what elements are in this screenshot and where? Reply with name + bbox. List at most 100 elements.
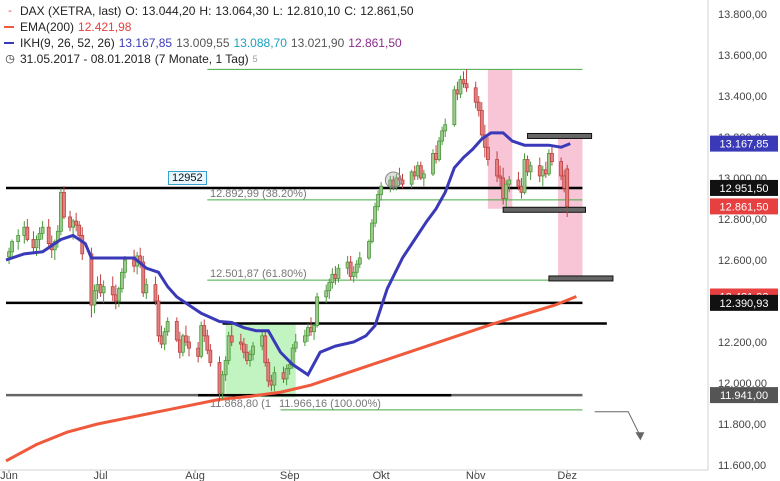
open-value: 13.044,20 — [142, 4, 196, 18]
candle-body — [333, 273, 338, 279]
candle-body — [272, 372, 277, 386]
candle-body — [519, 185, 524, 193]
candle-body — [565, 168, 570, 207]
candle-body — [62, 191, 66, 218]
candle-body — [330, 273, 335, 283]
range-note: (7 Monate, 1 Tag) — [154, 52, 249, 66]
candle-body — [370, 222, 374, 242]
close-label: C: — [344, 4, 357, 18]
candle-body — [77, 224, 82, 236]
candle-body — [162, 331, 167, 345]
legend-symbol[interactable]: DAX (XETRA, last) — [20, 4, 122, 18]
candle-body — [485, 146, 490, 160]
candle-body — [458, 79, 463, 95]
price-tag-label: 12.951,50 — [720, 183, 769, 195]
candle-body — [202, 325, 207, 337]
candle-body — [312, 325, 316, 333]
ikh-value-2: 13.009,55 — [176, 36, 230, 50]
x-tick-label: Dez — [557, 470, 577, 481]
candle-body — [116, 288, 121, 302]
candle-body — [437, 140, 442, 160]
candle-body — [208, 349, 213, 363]
candle-body — [550, 152, 554, 162]
candle-body — [98, 284, 103, 294]
candle-body — [409, 171, 414, 185]
clock-icon: ◷ — [5, 53, 15, 65]
candle-body — [351, 271, 356, 277]
candle-body — [266, 362, 271, 382]
ema-line — [5, 295, 577, 463]
fib-level-label: 12.892,99 (38.20%) — [210, 188, 307, 200]
price-tag — [710, 294, 778, 311]
price-tag-label: 13.167,85 — [720, 139, 769, 151]
candle-body — [315, 296, 320, 326]
fib-level-label: 12.501,87 (61.80%) — [210, 268, 307, 280]
projection-arrow — [594, 411, 641, 437]
candle-body — [245, 351, 249, 361]
date-range: 31.05.2017 - 08.01.2018 — [20, 52, 151, 66]
candle-body — [251, 345, 255, 355]
candle-body — [516, 179, 521, 187]
x-tick-label: Aug — [185, 470, 205, 481]
y-tick-label: 12.800,00 — [718, 214, 767, 226]
candle-body — [412, 171, 417, 177]
candle-body — [25, 226, 30, 240]
candle-body — [281, 372, 286, 380]
candle-body — [159, 335, 164, 345]
price-tag-label: 12.861,50 — [720, 201, 769, 213]
candle-body — [476, 101, 481, 111]
candle-body — [440, 130, 445, 142]
candle-body — [153, 284, 158, 302]
candle-body — [74, 220, 79, 226]
legend-ema-row[interactable]: EMA(200) 12.421,98 — [4, 19, 414, 35]
y-tick-label: 11.800,00 — [718, 419, 766, 431]
candle-body — [95, 284, 100, 292]
price-tag — [710, 179, 778, 196]
y-tick-label: 13.600,00 — [718, 50, 767, 62]
range-stray-char: 5 — [252, 54, 258, 64]
candle-body — [284, 368, 289, 380]
candle-body — [504, 183, 509, 199]
candle-body — [327, 282, 332, 292]
candle-body — [421, 173, 426, 179]
candle-body — [495, 159, 499, 177]
candle-body — [287, 364, 292, 370]
y-tick-label: 12.600,00 — [718, 255, 767, 267]
y-tick-label: 11.600,00 — [718, 460, 766, 472]
x-tick-label: Jun — [0, 470, 18, 481]
ikh-label: IKH(9, 26, 52, 26) — [20, 36, 115, 50]
ikh-value-3: 13.088,70 — [233, 36, 287, 50]
candle-body — [226, 335, 231, 361]
candle-body — [293, 341, 298, 349]
candle-body — [241, 343, 246, 353]
candle-body — [543, 169, 548, 175]
resistance-bar — [502, 206, 586, 213]
candle-body — [156, 300, 161, 337]
candle-body — [482, 134, 487, 148]
ema-swatch-icon — [4, 26, 14, 28]
candle-body — [357, 257, 362, 265]
candle-body — [547, 152, 551, 175]
candle-body — [306, 327, 310, 337]
y-tick-label: 12.000,00 — [718, 378, 767, 390]
chart-legend: ‑ DAX (XETRA, last) O: 13.044,20 H: 13.0… — [4, 3, 414, 67]
candle-body — [260, 335, 265, 347]
legend-ikh-row[interactable]: IKH(9, 26, 52, 26) 13.167,85 13.009,55 1… — [4, 35, 414, 51]
candle-body — [68, 216, 72, 228]
candle-body — [373, 206, 377, 224]
x-tick-label: Jul — [94, 470, 108, 481]
candle-body — [479, 109, 484, 136]
price-tag — [710, 387, 778, 404]
candle-body — [455, 89, 460, 95]
y-tick-label: 13.800,00 — [718, 9, 767, 21]
candle-body — [123, 259, 127, 273]
candle-body — [59, 191, 63, 232]
candle-body — [80, 234, 85, 255]
candle-body — [174, 321, 179, 341]
y-tick-label: 12.200,00 — [718, 337, 767, 349]
candle-body — [431, 152, 435, 175]
candle-body — [22, 226, 27, 236]
candle-body — [522, 159, 527, 193]
